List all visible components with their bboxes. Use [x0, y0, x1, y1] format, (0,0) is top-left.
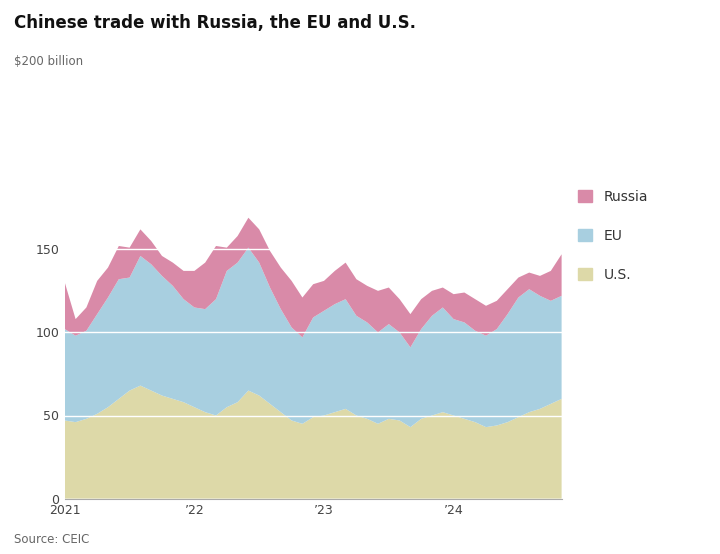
- Legend: Russia, EU, U.S.: Russia, EU, U.S.: [578, 190, 648, 282]
- Text: $200 billion: $200 billion: [14, 55, 84, 68]
- Text: Chinese trade with Russia, the EU and U.S.: Chinese trade with Russia, the EU and U.…: [14, 14, 416, 32]
- Text: Source: CEIC: Source: CEIC: [14, 533, 90, 546]
